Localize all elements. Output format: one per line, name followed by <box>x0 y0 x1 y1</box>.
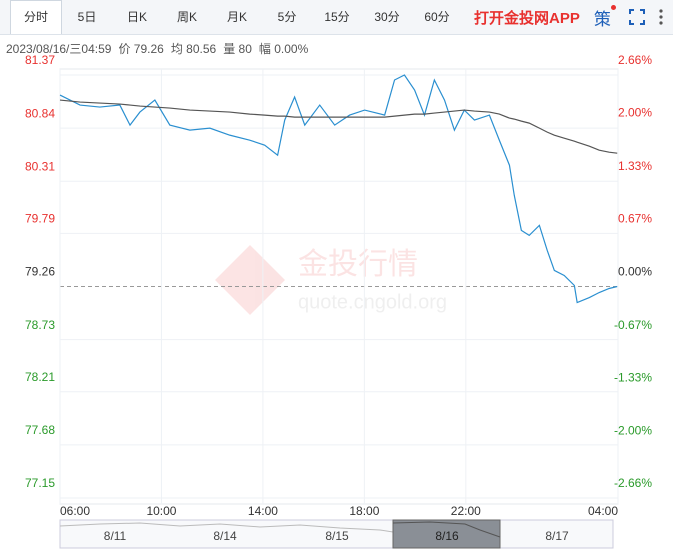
y-tick-label: 80.84 <box>25 106 55 120</box>
fullscreen-icon[interactable] <box>628 9 645 25</box>
watermark-name: 金投行情 <box>298 248 418 281</box>
change: 幅 0.00% <box>258 42 309 56</box>
strategy-button[interactable]: 策 <box>594 4 616 30</box>
y-tick-label: 78.21 <box>25 370 55 384</box>
nav-date: 8/17 <box>545 529 569 543</box>
price: 价 79.26 <box>118 42 164 56</box>
y-tick-label: 79.26 <box>25 265 55 279</box>
y-tick-label: 77.68 <box>25 423 55 437</box>
menu-icon[interactable] <box>659 9 663 25</box>
y2-tick-label: -1.33% <box>614 370 652 384</box>
app-link[interactable]: 打开金投网APP <box>474 9 580 27</box>
x-tick-label: 18:00 <box>349 504 379 518</box>
nav-date: 8/15 <box>325 529 349 543</box>
watermark-site: quote.cngold.org <box>298 291 447 313</box>
y2-tick-label: -2.00% <box>614 424 652 438</box>
x-tick-label: 04:00 <box>588 504 618 518</box>
tab[interactable]: 日K <box>126 10 147 24</box>
toolbar: 分时 5日 日K 周K 月K 5分 15分 30分 60分 打开金投网APP 策 <box>0 0 673 35</box>
tab[interactable]: 5日 <box>77 10 97 24</box>
y-tick-label: 78.73 <box>25 318 55 332</box>
y2-tick-label: 2.66% <box>618 53 652 67</box>
average: 均 80.56 <box>170 42 217 56</box>
plot-frame <box>59 68 619 505</box>
y2-tick-label: 2.00% <box>618 106 652 120</box>
tab[interactable]: 分时 <box>10 0 62 34</box>
y2-tick-label: 1.33% <box>618 159 652 173</box>
volume: 量 80 <box>223 42 252 56</box>
x-tick-label: 06:00 <box>60 504 90 518</box>
tab[interactable]: 30分 <box>374 10 400 24</box>
tab[interactable]: 周K <box>176 10 197 24</box>
y2-tick-label: 0.00% <box>618 265 652 279</box>
nav-date: 8/14 <box>213 529 237 543</box>
tab[interactable]: 60分 <box>424 10 450 24</box>
tab[interactable]: 15分 <box>324 10 350 24</box>
x-tick-label: 14:00 <box>248 504 278 518</box>
series-line <box>59 99 618 154</box>
y2-tick-label: -2.66% <box>614 476 652 490</box>
x-tick-label: 10:00 <box>146 504 176 518</box>
nav-date: 8/11 <box>104 529 127 543</box>
info-line: 2023/08/16/三04:59 价 79.26 均 80.56 量 80 幅 0.0… <box>6 40 315 57</box>
tab[interactable]: 5分 <box>277 10 297 24</box>
y-tick-label: 77.15 <box>25 476 55 490</box>
nav-date: 8/16 <box>435 529 459 543</box>
navigator: 8/11 8/14 8/15 8/16 8/17 <box>59 519 614 549</box>
tab[interactable]: 月K <box>226 10 247 24</box>
y-tick-label: 80.31 <box>25 159 55 173</box>
y2-tick-label: -0.67% <box>614 318 652 332</box>
y2-tick-label: 0.67% <box>618 211 652 225</box>
series-line <box>59 74 618 304</box>
x-tick-label: 22:00 <box>451 504 481 518</box>
y-tick-label: 79.79 <box>25 212 55 226</box>
datetime: 2023/08/16/三04:59 <box>6 42 112 56</box>
watermark: 金投行情 quote.cngold.org <box>215 245 447 315</box>
